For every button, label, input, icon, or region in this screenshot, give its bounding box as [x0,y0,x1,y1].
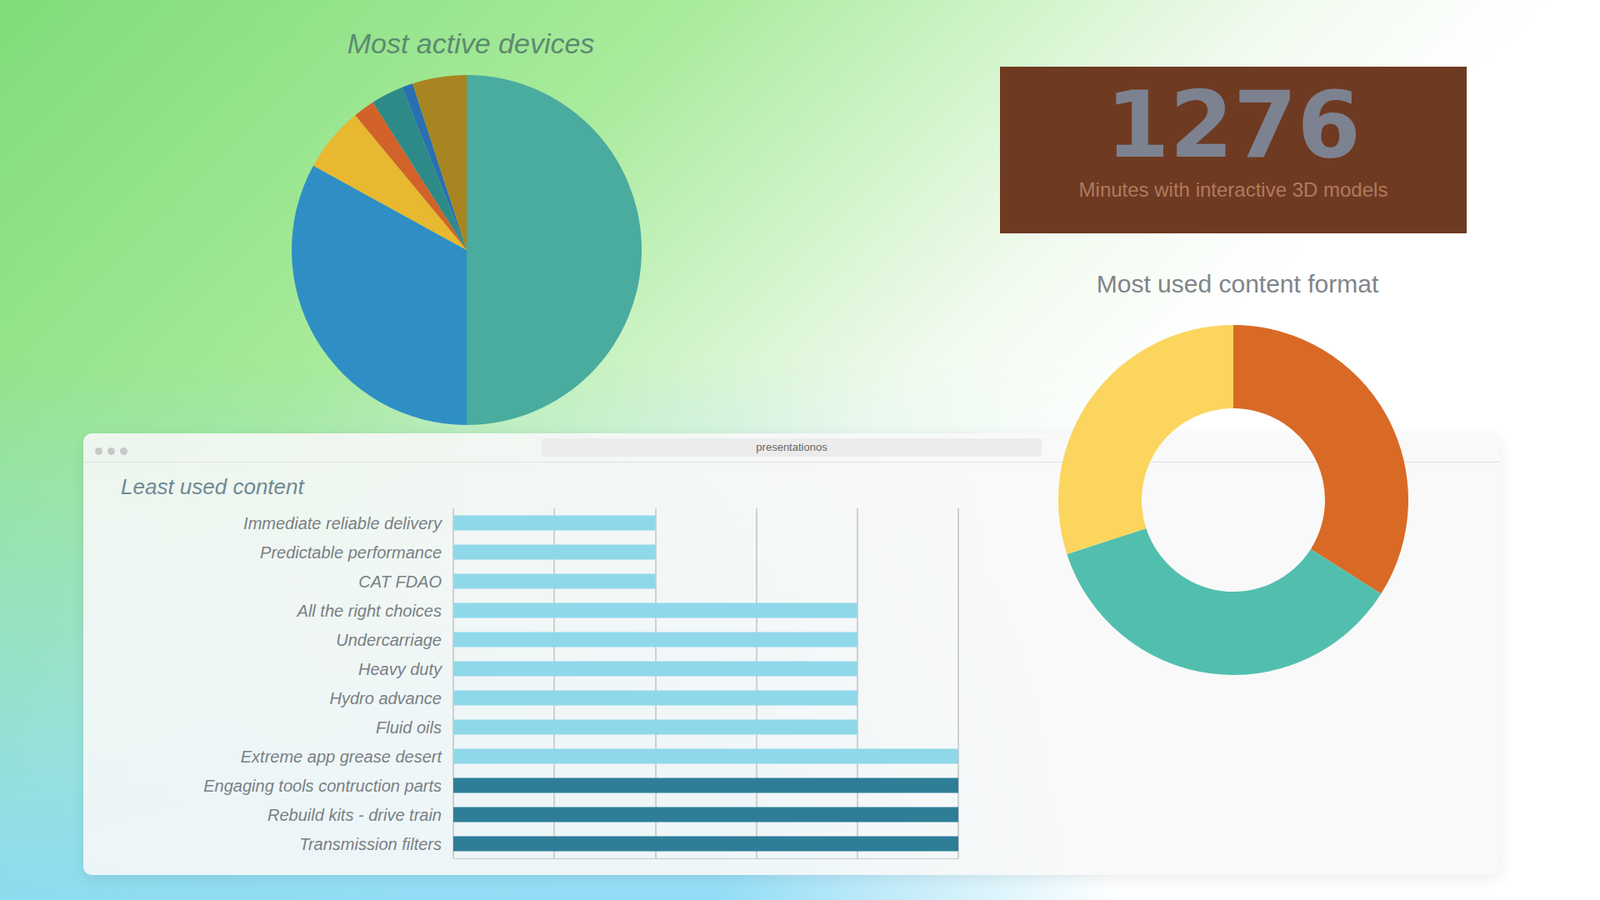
svg-text:CAT FDAO: CAT FDAO [358,572,442,591]
svg-text:Most used content format: Most used content format [1096,270,1380,298]
svg-text:Fluid oils: Fluid oils [375,718,442,737]
html-text:presentationos: presentationos [756,440,828,454]
svg-text:Undercarriage: Undercarriage [335,630,442,650]
html-text:Minutes with interactive 3D mo: Minutes with interactive 3D models [1078,178,1388,201]
html-text:1276: 1276 [1105,71,1361,179]
svg-text:Extreme app grease desert: Extreme app grease desert [240,747,444,766]
svg-text:All the right choices: All the right choices [296,601,442,620]
svg-text:Rebuild kits - drive train: Rebuild kits - drive train [267,805,442,825]
svg-text:Least used content: Least used content [120,474,305,500]
svg-text:Engaging tools contruction par: Engaging tools contruction parts [203,776,442,795]
svg-text:Predictable performance: Predictable performance [260,543,442,562]
svg-text:Most active devices: Most active devices [347,27,595,60]
svg-text:Hydro advance: Hydro advance [329,689,442,708]
svg-text:Transmission filters: Transmission filters [299,835,442,854]
svg-text:Immediate reliable delivery: Immediate reliable delivery [243,514,443,533]
svg-text:Heavy duty: Heavy duty [358,660,443,679]
